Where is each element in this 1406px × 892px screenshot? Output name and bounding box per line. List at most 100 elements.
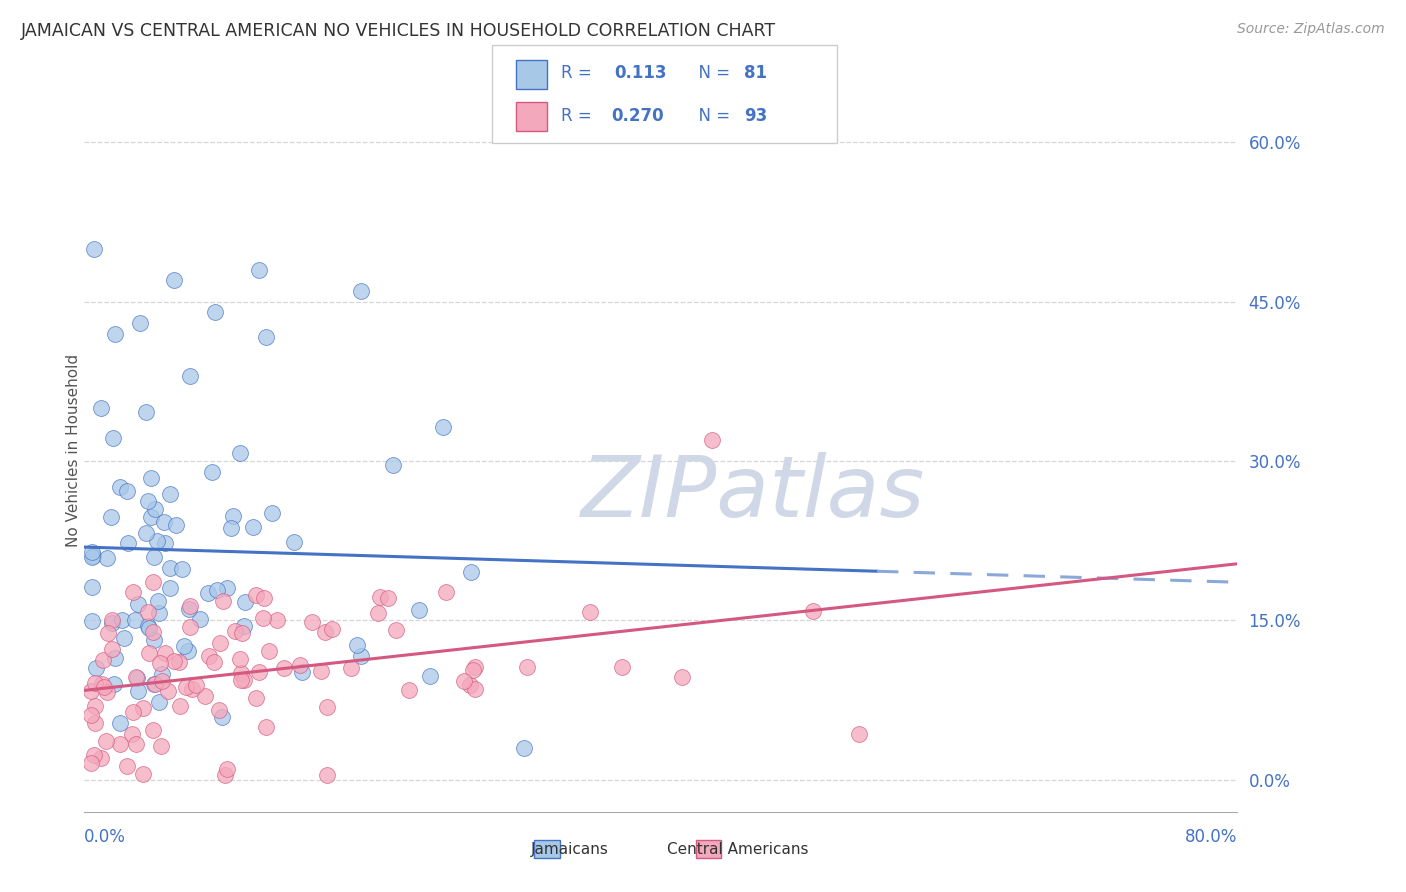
- Point: [516, 659, 538, 673]
- Point: [377, 591, 399, 605]
- Point: [381, 458, 404, 472]
- Point: [149, 739, 172, 753]
- Point: [434, 585, 457, 599]
- Point: [273, 661, 295, 675]
- Point: [408, 603, 430, 617]
- Point: [153, 536, 176, 550]
- Point: [221, 508, 243, 523]
- Point: [231, 626, 253, 640]
- Point: [204, 305, 226, 319]
- Point: [579, 606, 602, 620]
- Point: [190, 612, 212, 626]
- Point: [201, 465, 224, 479]
- Point: [127, 598, 149, 612]
- Point: [179, 369, 201, 384]
- Point: [385, 623, 408, 637]
- Point: [801, 604, 824, 618]
- Point: [135, 405, 157, 419]
- Point: [461, 663, 484, 677]
- Point: [103, 676, 125, 690]
- Point: [339, 660, 361, 674]
- Text: JAMAICAN VS CENTRAL AMERICAN NO VEHICLES IN HOUSEHOLD CORRELATION CHART: JAMAICAN VS CENTRAL AMERICAN NO VEHICLES…: [21, 22, 776, 40]
- Point: [127, 684, 149, 698]
- Point: [301, 615, 323, 629]
- Point: [110, 613, 132, 627]
- Point: [288, 657, 311, 672]
- Point: [110, 737, 132, 751]
- Point: [84, 715, 107, 730]
- Text: Source: ZipAtlas.com: Source: ZipAtlas.com: [1237, 22, 1385, 37]
- Point: [215, 762, 238, 776]
- Point: [321, 622, 343, 636]
- Point: [167, 655, 190, 669]
- Point: [229, 652, 252, 666]
- Point: [136, 605, 159, 619]
- Point: [179, 602, 201, 616]
- Point: [207, 703, 229, 717]
- Point: [97, 626, 120, 640]
- Point: [80, 545, 103, 559]
- Point: [101, 613, 124, 627]
- Point: [229, 446, 252, 460]
- Point: [146, 534, 169, 549]
- Point: [266, 613, 288, 627]
- Point: [100, 510, 122, 524]
- Point: [125, 737, 148, 751]
- Point: [138, 619, 160, 633]
- Point: [233, 595, 256, 609]
- Point: [247, 665, 270, 679]
- Point: [135, 525, 157, 540]
- Point: [112, 632, 135, 646]
- Point: [79, 708, 101, 723]
- Point: [143, 502, 166, 516]
- Text: N =: N =: [688, 64, 735, 82]
- Point: [245, 690, 267, 705]
- Point: [132, 701, 155, 715]
- Point: [125, 671, 148, 685]
- Point: [169, 698, 191, 713]
- Point: [115, 484, 138, 499]
- Point: [90, 750, 112, 764]
- Point: [121, 727, 143, 741]
- Text: ZIPatlas: ZIPatlas: [581, 452, 925, 535]
- Point: [82, 549, 104, 563]
- Point: [254, 720, 277, 734]
- Point: [464, 681, 486, 696]
- Point: [291, 665, 314, 679]
- Point: [219, 521, 242, 535]
- Point: [143, 677, 166, 691]
- Point: [242, 520, 264, 534]
- Point: [453, 674, 475, 689]
- Point: [368, 590, 391, 604]
- Point: [80, 683, 103, 698]
- Point: [205, 582, 228, 597]
- Point: [139, 471, 162, 485]
- Point: [142, 549, 165, 564]
- Text: R =: R =: [561, 107, 598, 125]
- Point: [262, 506, 284, 520]
- Point: [136, 493, 159, 508]
- Point: [100, 642, 122, 657]
- Point: [233, 618, 256, 632]
- Point: [128, 316, 150, 330]
- Point: [83, 699, 105, 714]
- Point: [83, 747, 105, 762]
- Point: [350, 284, 373, 298]
- Point: [252, 611, 274, 625]
- Text: R =: R =: [561, 64, 602, 82]
- Point: [315, 767, 337, 781]
- Point: [84, 661, 107, 675]
- Point: [159, 487, 181, 501]
- Point: [671, 669, 693, 683]
- Text: 0.0%: 0.0%: [84, 828, 127, 846]
- Y-axis label: No Vehicles in Household: No Vehicles in Household: [66, 354, 80, 547]
- Point: [432, 419, 454, 434]
- Point: [122, 584, 145, 599]
- Point: [464, 660, 486, 674]
- Point: [94, 734, 117, 748]
- Point: [80, 550, 103, 565]
- Point: [215, 581, 238, 595]
- Point: [316, 699, 339, 714]
- Point: [93, 680, 115, 694]
- Point: [212, 594, 235, 608]
